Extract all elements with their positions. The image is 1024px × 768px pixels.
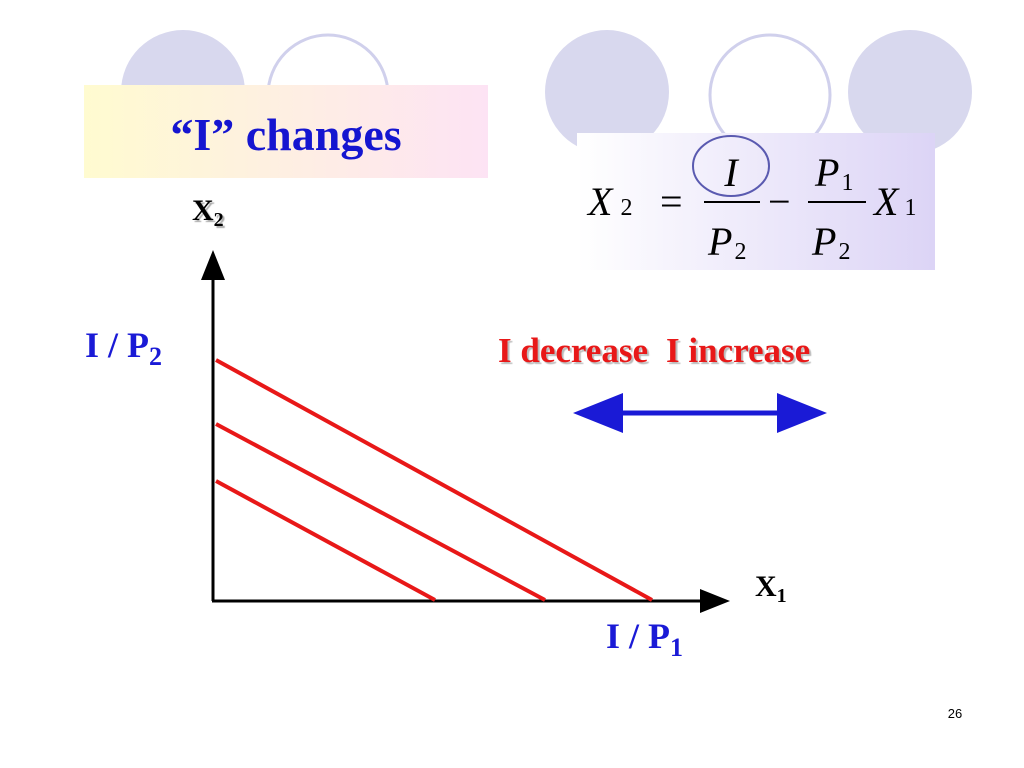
subscript: 2 (838, 239, 850, 265)
subscript: 2 (149, 342, 162, 371)
y-intercept-label: I / P2 (85, 325, 162, 371)
symbol: P (707, 219, 732, 264)
svg-text:P1: P1 (814, 150, 853, 196)
svg-text:X1: X1 (872, 179, 916, 224)
symbol: P (814, 150, 839, 195)
budget-line (215, 358, 653, 602)
subscript: 1 (777, 585, 787, 607)
symbol: X (872, 179, 900, 224)
x-axis-label: X1 (755, 570, 787, 607)
decrease-label: I decrease (498, 331, 648, 370)
symbol: X (755, 570, 777, 603)
minus: − (768, 179, 791, 224)
symbol: P (811, 219, 836, 264)
subscript: 2 (214, 209, 224, 231)
symbol: X (586, 179, 614, 224)
direction-labels: I decrease I increase (498, 331, 810, 370)
numerator: I (723, 150, 739, 195)
symbol: I / P (606, 616, 670, 656)
title: “I” changes (170, 109, 401, 160)
svg-text:P2: P2 (811, 219, 850, 265)
svg-text:P2: P2 (707, 219, 746, 265)
symbol: I / P (85, 325, 149, 365)
increase-label: I increase (666, 331, 810, 370)
subscript: 2 (620, 195, 632, 221)
highlight-circle (692, 135, 770, 197)
page-number: 26 (948, 706, 962, 721)
subscript: 1 (670, 633, 683, 662)
symbol: X (192, 194, 214, 227)
subscript: 1 (904, 195, 916, 221)
svg-text:X2: X2 (586, 179, 632, 224)
diagram (201, 250, 827, 613)
budget-line (215, 422, 546, 602)
title-box (84, 85, 488, 178)
subscript: 2 (734, 239, 746, 265)
equals: = (660, 179, 683, 224)
x-intercept-label: I / P1 (606, 616, 683, 662)
y-axis-label: X2 (192, 194, 224, 231)
subscript: 1 (841, 170, 853, 196)
budget-line (215, 479, 436, 602)
